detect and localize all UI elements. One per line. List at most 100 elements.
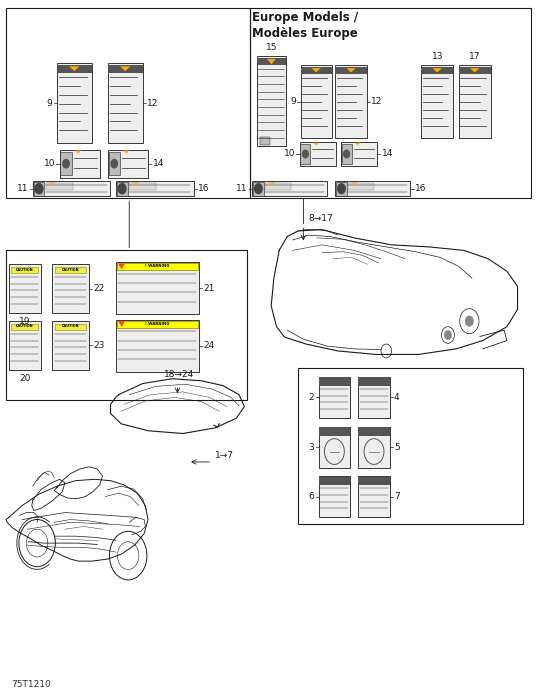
Text: 2: 2 xyxy=(309,393,314,402)
Bar xyxy=(117,263,198,270)
Text: 10: 10 xyxy=(43,159,55,168)
Bar xyxy=(252,181,328,196)
Polygon shape xyxy=(69,66,79,71)
Polygon shape xyxy=(75,150,81,154)
Bar xyxy=(52,321,89,370)
Bar xyxy=(359,477,389,485)
Bar xyxy=(336,182,347,195)
Bar xyxy=(253,182,264,195)
Bar xyxy=(116,262,199,314)
Text: 16: 16 xyxy=(415,184,426,193)
Bar xyxy=(319,427,350,468)
Text: ! WARNING: ! WARNING xyxy=(145,264,169,268)
Bar xyxy=(11,267,38,273)
Polygon shape xyxy=(432,68,442,72)
Text: 13: 13 xyxy=(431,52,443,61)
Polygon shape xyxy=(350,182,359,183)
Polygon shape xyxy=(123,150,129,154)
Text: 75T1210: 75T1210 xyxy=(11,680,51,689)
Text: 8→17: 8→17 xyxy=(309,214,333,223)
Text: CAUTION: CAUTION xyxy=(62,268,79,272)
Bar xyxy=(319,476,350,518)
Text: Europe Models /
Modèles Europe: Europe Models / Modèles Europe xyxy=(252,11,359,40)
Text: CAUTION: CAUTION xyxy=(16,268,34,272)
Text: 20: 20 xyxy=(19,374,31,383)
Bar xyxy=(342,144,352,164)
Text: 9: 9 xyxy=(47,99,53,108)
Bar xyxy=(116,320,199,372)
Bar xyxy=(421,65,453,138)
Bar xyxy=(348,183,374,190)
Bar xyxy=(257,58,286,65)
Polygon shape xyxy=(267,59,276,65)
Bar xyxy=(108,65,143,73)
Bar xyxy=(129,183,156,190)
Circle shape xyxy=(445,331,451,339)
Circle shape xyxy=(111,160,118,168)
Circle shape xyxy=(466,316,473,326)
Bar xyxy=(57,65,92,73)
Polygon shape xyxy=(267,182,275,183)
Text: 3: 3 xyxy=(309,443,314,452)
Bar xyxy=(300,144,310,164)
Bar xyxy=(117,321,198,327)
Text: 11: 11 xyxy=(17,184,28,193)
Bar xyxy=(57,63,92,143)
Bar xyxy=(336,67,367,74)
Polygon shape xyxy=(130,182,140,183)
Bar xyxy=(319,377,350,418)
Text: 23: 23 xyxy=(93,341,105,350)
Bar xyxy=(359,377,389,386)
Bar xyxy=(301,67,332,74)
Bar xyxy=(11,324,38,330)
Text: 4: 4 xyxy=(394,393,400,402)
Bar xyxy=(265,183,292,190)
Bar xyxy=(34,182,45,195)
Bar xyxy=(336,181,410,196)
Bar xyxy=(359,427,389,468)
Circle shape xyxy=(35,183,43,194)
Polygon shape xyxy=(120,66,130,71)
Circle shape xyxy=(118,183,126,194)
Bar xyxy=(459,67,491,74)
Bar xyxy=(257,56,286,147)
Bar xyxy=(55,324,86,330)
Bar xyxy=(341,142,377,166)
Text: 18→24: 18→24 xyxy=(164,370,194,379)
Bar xyxy=(301,65,332,138)
Bar xyxy=(116,181,193,196)
Bar xyxy=(108,152,120,175)
Bar xyxy=(336,65,367,138)
Text: 7: 7 xyxy=(394,492,400,501)
Bar xyxy=(319,477,350,485)
Bar xyxy=(33,181,111,196)
Bar xyxy=(319,377,350,386)
Bar xyxy=(459,65,491,138)
Text: 9: 9 xyxy=(291,97,296,106)
Polygon shape xyxy=(346,68,355,72)
Text: CAUTION: CAUTION xyxy=(16,325,34,329)
Bar xyxy=(298,368,523,524)
Bar xyxy=(6,250,247,400)
Polygon shape xyxy=(354,142,360,145)
Bar xyxy=(300,142,336,166)
Polygon shape xyxy=(470,68,480,72)
Text: 14: 14 xyxy=(153,159,164,168)
Text: ! WARNING: ! WARNING xyxy=(145,322,169,326)
Text: 15: 15 xyxy=(266,43,277,52)
Text: 6: 6 xyxy=(309,492,314,501)
Circle shape xyxy=(63,160,69,168)
Bar xyxy=(260,138,270,145)
Bar xyxy=(52,264,89,313)
Text: 19: 19 xyxy=(19,317,31,326)
Circle shape xyxy=(344,150,350,158)
Text: 24: 24 xyxy=(204,341,215,350)
Circle shape xyxy=(302,150,308,158)
Text: 21: 21 xyxy=(204,284,215,293)
Text: 12: 12 xyxy=(371,97,382,106)
Polygon shape xyxy=(118,263,125,270)
Bar xyxy=(421,67,453,74)
Bar xyxy=(117,182,127,195)
Bar xyxy=(46,183,73,190)
Text: 10: 10 xyxy=(284,149,295,158)
